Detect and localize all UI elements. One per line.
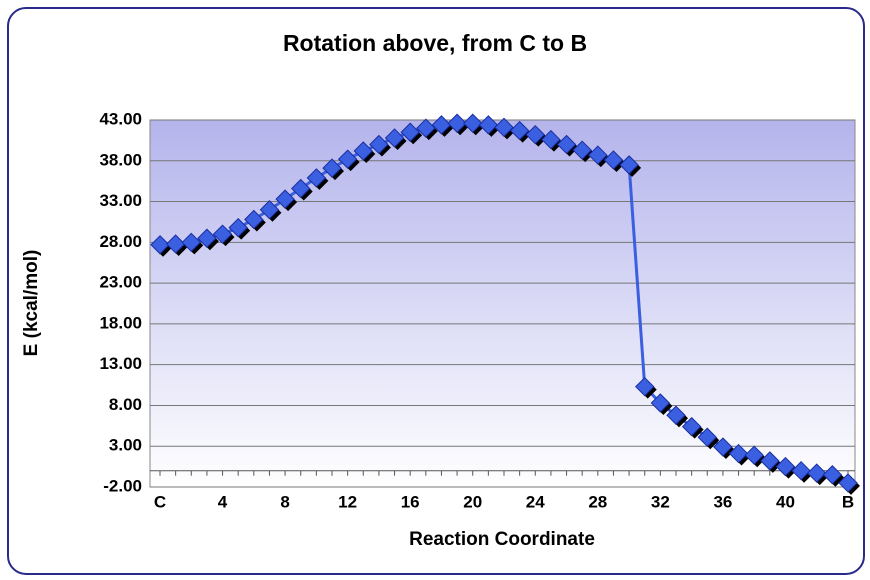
marker [400, 122, 420, 142]
marker [744, 445, 764, 465]
marker [353, 141, 373, 161]
y-axis-label: E (kcal/mol) [21, 250, 42, 357]
marker [619, 155, 639, 175]
marker [650, 393, 671, 413]
x-tick-label: B [842, 492, 854, 511]
x-tick-label: 40 [776, 492, 795, 511]
plot-area [149, 119, 856, 488]
chart-title: Rotation above, from C to B [283, 30, 587, 56]
marker [431, 115, 452, 135]
x-tick-label: 12 [338, 492, 357, 511]
marker [541, 129, 561, 150]
x-tick-label: 32 [651, 492, 670, 511]
marker [838, 473, 858, 493]
marker [228, 217, 248, 238]
y-tick-label: 43.00 [99, 109, 142, 128]
marker [244, 209, 264, 230]
marker [697, 427, 717, 447]
marker [760, 451, 780, 471]
marker [181, 232, 201, 253]
y-tick-label: 23.00 [99, 273, 142, 292]
x-tick-label: 24 [526, 492, 545, 511]
y-tick-label: 8.00 [109, 395, 142, 414]
marker [369, 134, 389, 155]
y-tick-label: 13.00 [99, 354, 142, 373]
x-tick-label: 8 [280, 492, 289, 511]
marker [681, 416, 702, 437]
marker [384, 128, 405, 148]
marker [807, 463, 827, 483]
x-axis-label: Reaction Coordinate [409, 529, 595, 550]
marker [150, 235, 170, 255]
y-tick-label: 38.00 [99, 150, 142, 169]
x-tick-label: C [154, 492, 166, 511]
y-tick-label: 33.00 [99, 191, 142, 210]
marker [463, 113, 483, 133]
x-tick-label: 4 [218, 492, 228, 511]
marker [291, 178, 311, 199]
marker [306, 168, 327, 188]
marker [259, 200, 280, 220]
marker [791, 460, 811, 481]
marker [416, 118, 436, 138]
marker [822, 465, 843, 485]
y-tick-label: 28.00 [99, 232, 142, 251]
marker [588, 145, 608, 165]
marker [556, 134, 577, 155]
x-tick-label: 28 [588, 492, 607, 511]
x-tick-label: 20 [463, 492, 482, 511]
marker [572, 140, 592, 160]
marker [603, 150, 624, 170]
marker [337, 149, 358, 169]
marker [494, 117, 514, 138]
y-tick-label: 18.00 [99, 313, 142, 332]
marker [275, 189, 295, 209]
y-tick-label: -2.00 [103, 476, 142, 495]
x-tick-label: 16 [401, 492, 420, 511]
marker [635, 376, 655, 397]
marker [197, 228, 217, 248]
marker [447, 113, 467, 133]
marker [322, 158, 342, 178]
marker [713, 437, 733, 457]
marker [775, 456, 796, 477]
marker [728, 443, 749, 464]
marker [478, 115, 499, 135]
marker [212, 224, 233, 244]
marker [165, 234, 186, 254]
marker [666, 405, 686, 425]
marker [509, 120, 530, 141]
x-tick-label: 36 [713, 492, 732, 511]
marker [525, 124, 545, 145]
y-tick-label: 3.00 [109, 436, 142, 455]
